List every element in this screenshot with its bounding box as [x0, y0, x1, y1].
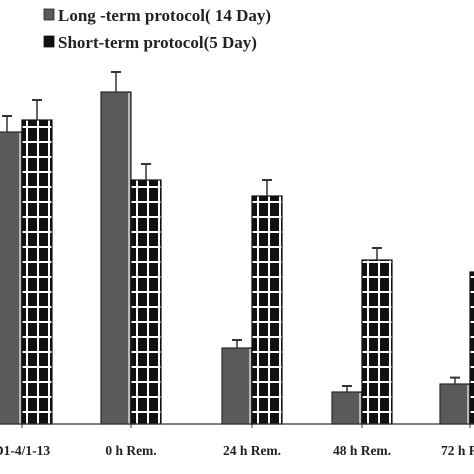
bar-short-term-3 [361, 259, 393, 425]
bar-long-term-0 [0, 131, 23, 425]
error-bar-long-term-4 [450, 376, 460, 384]
legend: Long -term protocol( 14 Day) Short-term … [43, 6, 271, 52]
bar-short-term-1 [130, 179, 162, 425]
bar-short-term-0 [21, 119, 53, 425]
x-tick-label-1: 0 h Rem. [105, 443, 156, 458]
x-tick-label-0: D1-4/1-13 [0, 443, 50, 458]
x-tick-label-4: 72 h Rem. [441, 443, 474, 458]
legend-item-long-term: Long -term protocol( 14 Day) [43, 6, 271, 25]
x-tick-label-2: 24 h Rem. [223, 443, 281, 458]
legend-label-short-term: Short-term protocol(5 Day) [58, 33, 257, 52]
bars-layer [0, 71, 474, 425]
bar-long-term-1 [100, 91, 132, 425]
error-bar-long-term-0 [2, 115, 12, 132]
legend-item-short-term: Short-term protocol(5 Day) [43, 33, 257, 52]
bar-short-term-4 [469, 271, 474, 425]
bar-long-term-2 [221, 347, 253, 425]
legend-swatch-short-term [43, 35, 55, 48]
error-bar-short-term-1 [141, 163, 151, 180]
error-bar-long-term-3 [342, 385, 352, 392]
error-bar-short-term-3 [372, 247, 382, 260]
x-tick-label-3: 48 h Rem. [333, 443, 391, 458]
bar-short-term-2 [251, 195, 283, 425]
x-tick-labels: D1-4/1-13 0 h Rem. 24 h Rem. 48 h Rem. 72 h … [0, 424, 474, 458]
error-bar-short-term-0 [32, 99, 42, 120]
legend-label-long-term: Long -term protocol( 14 Day) [58, 6, 271, 25]
legend-swatch-long-term [43, 8, 55, 21]
error-bar-short-term-2 [262, 179, 272, 196]
error-bar-long-term-2 [232, 339, 242, 348]
bar-long-term-3 [331, 391, 363, 425]
error-bar-long-term-1 [111, 71, 121, 92]
bar-long-term-4 [439, 383, 471, 425]
